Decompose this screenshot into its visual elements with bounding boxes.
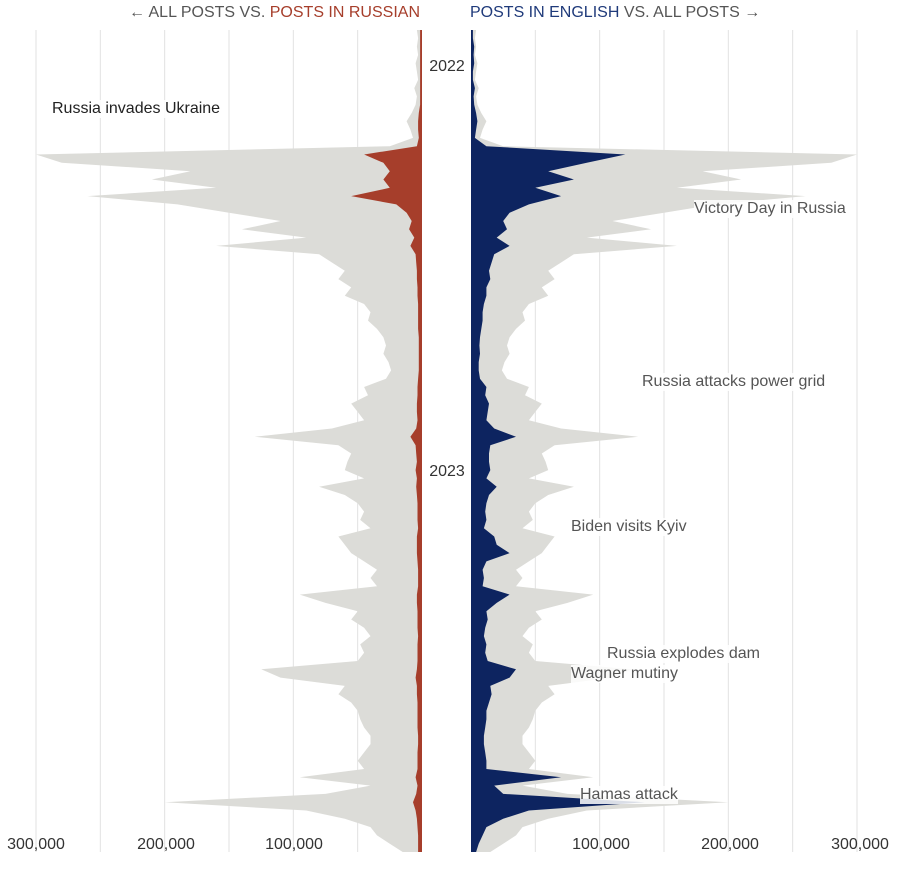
- x-tick-label: 200,000: [701, 836, 759, 853]
- annotation-hamas: Hamas attack: [580, 786, 678, 804]
- x-tick-label: 300,000: [831, 836, 889, 853]
- annotation-biden-kyiv: Biden visits Kyiv: [571, 518, 687, 536]
- x-tick-label: 300,000: [7, 836, 65, 853]
- x-tick-label: 100,000: [265, 836, 323, 853]
- english-posts-area: [471, 30, 645, 852]
- left-arrow-icon: ←: [128, 4, 145, 21]
- right-arrow-icon: →: [744, 4, 761, 21]
- x-tick-label: 100,000: [572, 836, 630, 853]
- annotation-wagner: Wagner mutiny: [571, 665, 678, 683]
- year-label-2023: 2023: [427, 463, 467, 481]
- annotation-russia-invades: Russia invades Ukraine: [52, 100, 221, 118]
- annotation-victory-day: Victory Day in Russia: [694, 200, 846, 218]
- left-header: ← ALL POSTS VS. POSTS IN RUSSIAN: [129, 4, 420, 22]
- x-tick-label: 200,000: [137, 836, 195, 853]
- all-posts-area-right: [471, 30, 857, 852]
- year-label-2022: 2022: [427, 58, 467, 76]
- all-posts-area-left: [36, 30, 422, 852]
- russian-posts-label: POSTS IN RUSSIAN: [269, 4, 420, 21]
- right-header: POSTS IN ENGLISH VS. ALL POSTS →: [470, 4, 760, 22]
- left-header-prefix: ALL POSTS VS.: [148, 4, 266, 21]
- area-series: [36, 30, 857, 852]
- english-posts-label: POSTS IN ENGLISH: [470, 4, 620, 21]
- annotation-dam: Russia explodes dam: [607, 645, 760, 663]
- russian-posts-area: [351, 30, 422, 852]
- right-header-suffix: VS. ALL POSTS: [623, 4, 740, 21]
- annotation-power-grid: Russia attacks power grid: [642, 373, 826, 391]
